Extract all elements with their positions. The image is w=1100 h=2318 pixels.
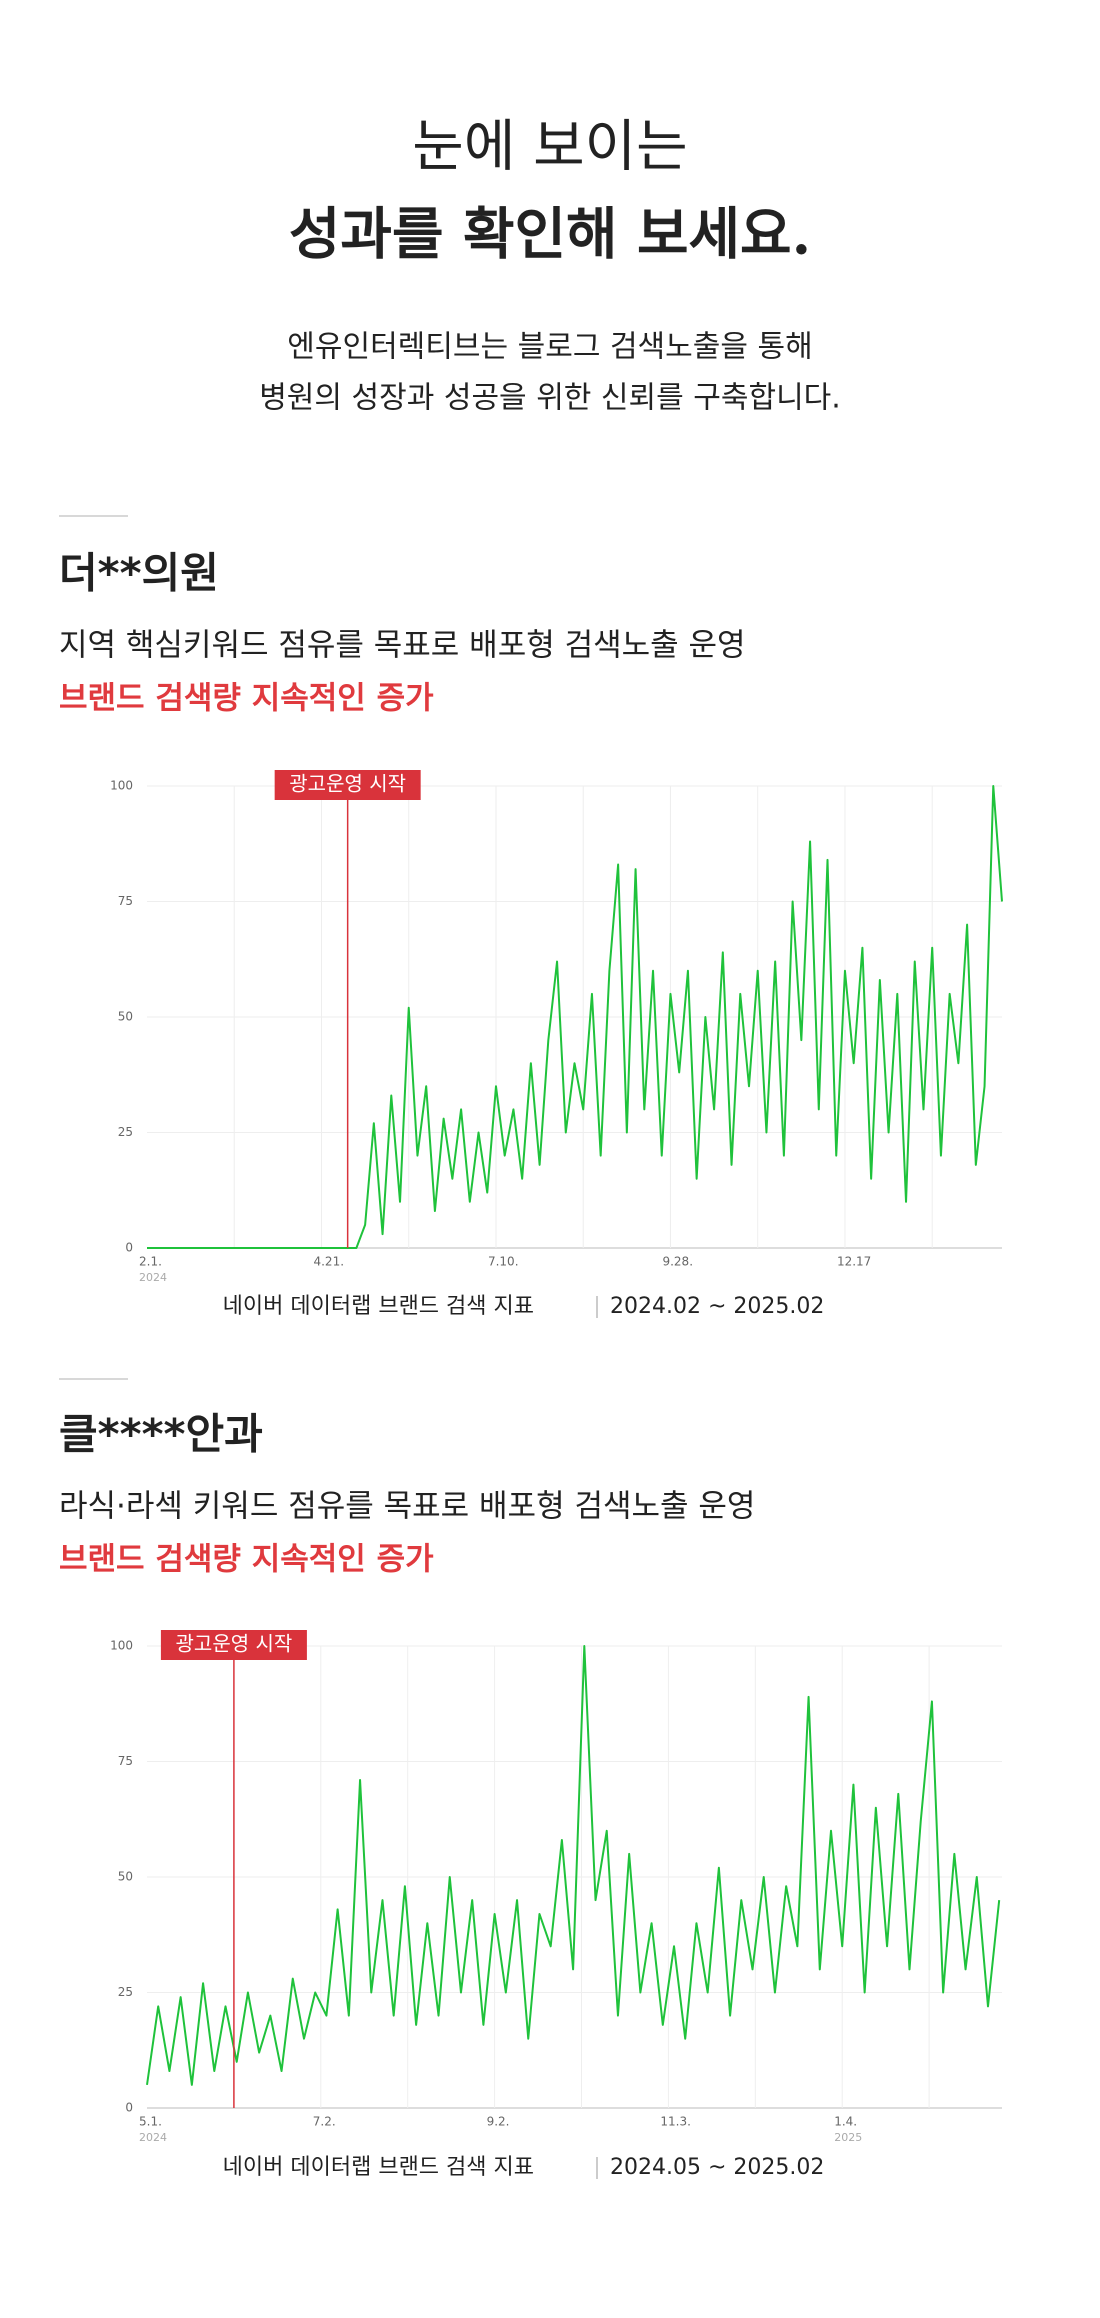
data-line: [146, 1645, 1001, 2086]
annotation-label: 광고운영 시작: [289, 772, 406, 796]
case-description: 라식·라섹 키워드 점유를 목표로 배포형 검색노출 운영: [59, 1489, 755, 1525]
case-description: 지역 핵심키워드 점유를 목표로 배포형 검색노출 운영: [59, 628, 746, 664]
annotation-label: 광고운영 시작: [176, 1632, 293, 1656]
title-line: 눈에 보이는: [412, 115, 687, 180]
source: 네이버 데이터랩 브랜드 검색 지표: [223, 1294, 534, 1319]
x-tick-label: 9.2.: [487, 2115, 510, 2129]
x-tick-label: 9.28.: [662, 1255, 693, 1269]
y-tick-label: 50: [118, 1870, 133, 1884]
source: 네이버 데이터랩 브랜드 검색 지표: [223, 2155, 534, 2180]
period: 2024.05 ~ 2025.02: [610, 2155, 824, 2180]
year-label: 2024: [139, 1271, 167, 1284]
case-highlight: 브랜드 검색량 지속적인 증가: [59, 681, 434, 717]
case-name: 더**의원: [59, 549, 219, 598]
x-tick-label: 7.10.: [488, 1255, 519, 1269]
year-label: 2025: [834, 2131, 862, 2144]
y-tick-label: 50: [118, 1010, 133, 1024]
y-tick-label: 100: [110, 1639, 133, 1653]
y-tick-label: 75: [118, 1754, 133, 1768]
x-tick-label: 5.1.: [139, 2115, 162, 2129]
title-line: 성과를 확인해 보세요.: [289, 202, 811, 268]
case-highlight: 브랜드 검색량 지속적인 증가: [59, 1542, 434, 1578]
x-tick-label: 2.1.: [139, 1255, 162, 1269]
case-name: 클****안과: [59, 1410, 263, 1459]
x-tick-label: 1.4.: [834, 2115, 857, 2129]
y-tick-label: 25: [118, 1985, 133, 1999]
description-line: 병원의 성장과 성공을 위한 신뢰를 구축합니다.: [259, 381, 841, 416]
annotation-box: [160, 1630, 307, 1660]
annotation-box: [274, 770, 421, 800]
x-tick-label: 12.17: [837, 1255, 871, 1269]
year-label: 2024: [139, 2131, 167, 2144]
y-tick-label: 100: [110, 779, 133, 793]
y-tick-label: 25: [118, 1125, 133, 1139]
y-tick-label: 0: [125, 2101, 133, 2115]
y-tick-label: 75: [118, 894, 133, 908]
x-tick-label: 4.21.: [313, 1255, 344, 1269]
x-tick-label: 7.2.: [313, 2115, 336, 2129]
description-line: 엔유인터렉티브는 블로그 검색노출을 통해: [287, 330, 812, 365]
data-line: [147, 785, 1003, 1249]
y-tick-label: 0: [125, 1241, 133, 1255]
x-tick-label: 11.3.: [660, 2115, 691, 2129]
period: 2024.02 ~ 2025.02: [610, 1294, 824, 1319]
